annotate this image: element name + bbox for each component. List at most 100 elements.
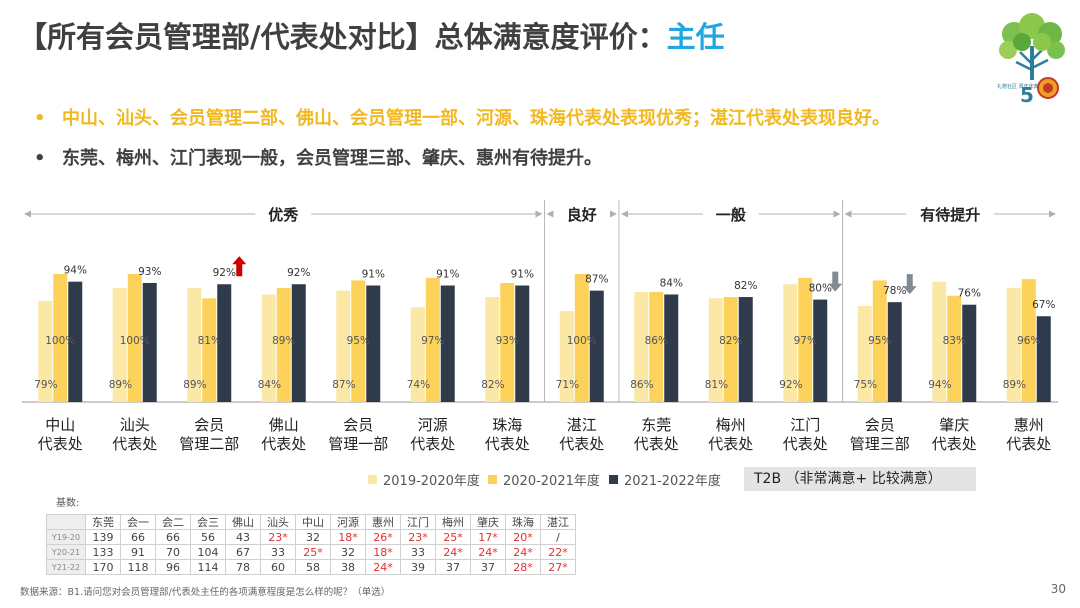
bar-2019	[485, 297, 500, 402]
category-label: 代表处	[1006, 435, 1051, 453]
category-label: 惠州	[1014, 416, 1044, 434]
group-arrow-head	[621, 210, 628, 218]
bar-2021	[217, 284, 232, 402]
category-label: 代表处	[261, 435, 306, 453]
t2b-note: T2B （非常满意+ 比较满意）	[744, 467, 976, 491]
data-label-2020: 89%	[272, 335, 295, 347]
group-arrow-head	[546, 210, 554, 218]
data-label-2019: 74%	[407, 379, 430, 391]
bullet-excellent: • 中山、汕头、会员管理二部、佛山、会员管理一部、河源、珠海代表处表现优秀；湛江代…	[34, 104, 890, 130]
bar-2021	[291, 284, 306, 402]
group-arrow-head	[535, 210, 543, 218]
legend-item-2021: 2021-2022年度	[609, 470, 721, 489]
data-label-2020: 97%	[794, 335, 817, 347]
bar-2019	[410, 307, 425, 402]
table-cell: 26*	[365, 529, 401, 545]
data-label-2021: 78%	[883, 285, 906, 297]
category-label: 代表处	[932, 435, 977, 453]
data-label-2020: 97%	[421, 335, 444, 347]
bar-2021	[440, 285, 455, 402]
data-label-2019: 84%	[258, 379, 281, 391]
base-col-header: 珠海	[505, 514, 541, 530]
category-label: 会员	[343, 416, 373, 434]
bar-2020	[872, 280, 887, 402]
bar-2020	[202, 298, 217, 402]
table-cell: 58	[295, 559, 331, 575]
table-cell: 27*	[540, 559, 576, 575]
category-label: 汕头	[120, 416, 150, 434]
row-label: Y21-22	[46, 559, 86, 575]
data-label-2019: 81%	[705, 379, 728, 391]
bar-2019	[783, 284, 798, 402]
bar-2021	[887, 302, 902, 402]
category-label: 代表处	[410, 435, 455, 453]
table-cell: 70	[155, 544, 191, 560]
table-cell: 20*	[505, 529, 541, 545]
bar-2021	[962, 304, 977, 402]
table-cell: 139	[85, 529, 121, 545]
bar-2020	[425, 277, 440, 402]
group-label: 有待提升	[920, 206, 980, 224]
bar-2021	[813, 299, 828, 402]
table-cell: 24*	[505, 544, 541, 560]
category-label: 代表处	[783, 435, 828, 453]
bullet-average: • 东莞、梅州、江门表现一般，会员管理三部、肇庆、惠州有待提升。	[34, 144, 602, 170]
table-cell: 18*	[365, 544, 401, 560]
table-cell: 91	[120, 544, 156, 560]
bar-2020	[500, 282, 515, 402]
data-label-2019: 86%	[630, 379, 653, 391]
table-cell: 114	[190, 559, 226, 575]
data-label-2020: 95%	[868, 335, 891, 347]
bar-2021	[142, 282, 157, 402]
table-cell: 43	[225, 529, 261, 545]
base-label: 基数:	[56, 498, 80, 509]
bullet-text: 东莞、梅州、江门表现一般，会员管理三部、肇庆、惠州有待提升。	[62, 148, 602, 169]
bar-2021	[738, 297, 753, 402]
data-label-2020: 82%	[719, 335, 742, 347]
bar-2019	[112, 288, 127, 402]
table-cell: 38	[330, 559, 366, 575]
row-label: Y19-20	[46, 529, 86, 545]
bar-2019	[261, 294, 276, 402]
category-label: 代表处	[708, 435, 753, 453]
group-label: 良好	[567, 206, 597, 224]
data-source-note: 数据来源：B1.请问您对会员管理部/代表处主任的各项满意程度是怎么样的呢？（单选…	[20, 587, 391, 598]
data-label-2021: 91%	[362, 269, 385, 281]
table-cell: 32	[330, 544, 366, 560]
table-cell: 24*	[470, 544, 506, 560]
base-col-header: 江门	[400, 514, 436, 530]
table-row: Y21-22 170 118 96 114 78 60 58 38 24* 39…	[46, 559, 576, 575]
bar-2020	[127, 274, 142, 402]
bar-2019	[708, 298, 723, 402]
data-label-2019: 71%	[556, 379, 579, 391]
category-label: 会员	[194, 416, 224, 434]
data-label-2020: 100%	[567, 335, 597, 347]
table-cell: 23*	[400, 529, 436, 545]
data-label-2020: 95%	[347, 335, 370, 347]
bar-2019	[857, 306, 872, 402]
title-main: 【所有会员管理部/代表处对比】总体满意度评价：	[18, 20, 667, 54]
bar-2021	[68, 281, 83, 402]
group-arrow-head	[844, 210, 852, 218]
page-number: 30	[1050, 582, 1066, 596]
data-label-2021: 67%	[1032, 299, 1055, 311]
bar-2020	[574, 274, 589, 402]
table-cell: 56	[190, 529, 226, 545]
table-row: Y19-20 139 66 66 56 43 23* 32 18* 26* 23…	[46, 529, 576, 545]
table-cell: 23*	[260, 529, 296, 545]
base-table: 东莞 会一 会二 会三 佛山 汕头 中山 河源 惠州 江门 梅州 肇庆 珠海 湛…	[46, 514, 576, 575]
table-cell: 170	[85, 559, 121, 575]
data-label-2019: 92%	[779, 379, 802, 391]
table-cell: 66	[120, 529, 156, 545]
bar-2019	[634, 291, 649, 402]
data-label-2019: 94%	[928, 379, 951, 391]
table-cell: 96	[155, 559, 191, 575]
data-label-2020: 83%	[943, 335, 966, 347]
table-cell: 28*	[505, 559, 541, 575]
table-row: Y20-21 133 91 70 104 67 33 25* 32 18* 33…	[46, 544, 576, 560]
svg-text:5: 5	[1020, 83, 1034, 104]
bar-2020	[947, 295, 962, 402]
category-label: 湛江	[567, 416, 597, 434]
data-label-2019: 89%	[109, 379, 132, 391]
